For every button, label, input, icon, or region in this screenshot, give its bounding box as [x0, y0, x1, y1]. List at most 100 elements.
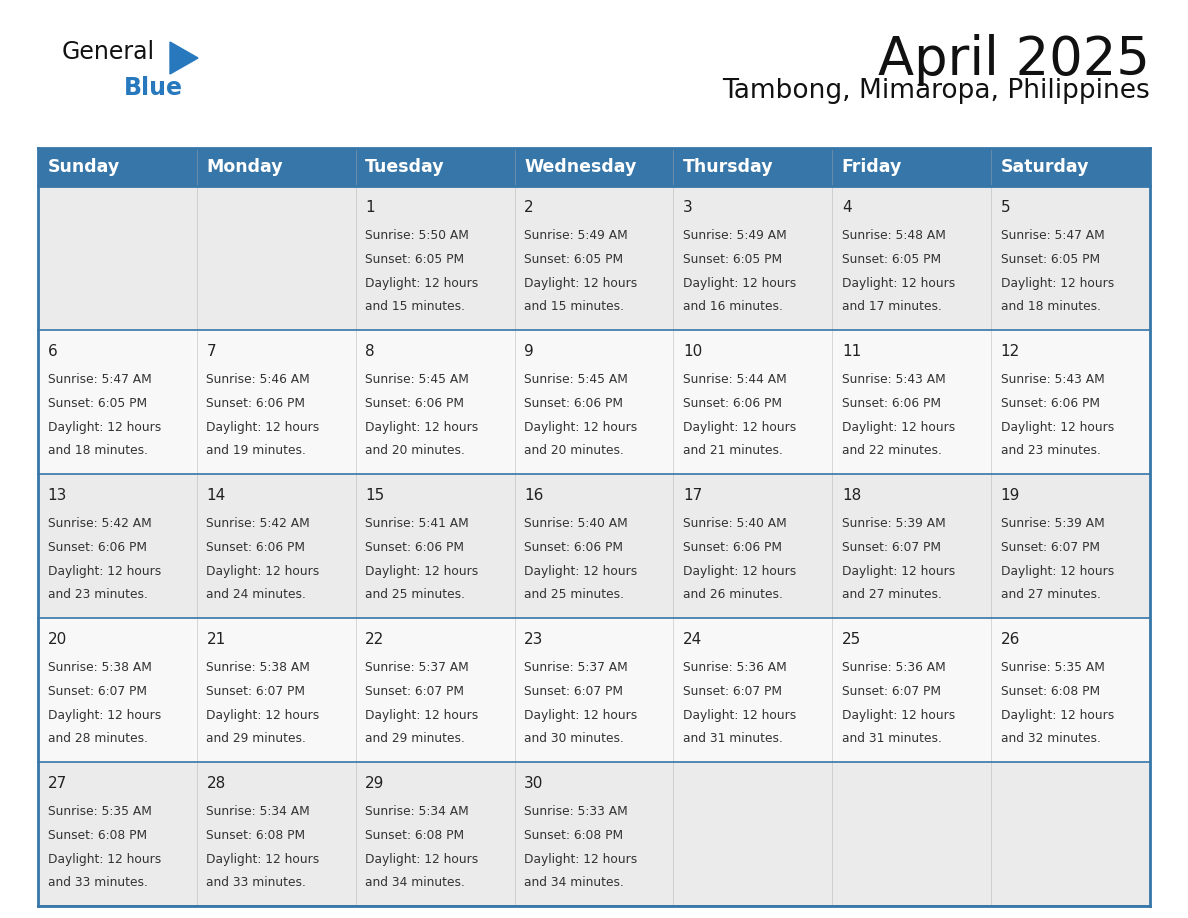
Text: and 29 minutes.: and 29 minutes.: [207, 733, 307, 745]
Text: Daylight: 12 hours: Daylight: 12 hours: [842, 276, 955, 290]
Text: Sunset: 6:06 PM: Sunset: 6:06 PM: [524, 541, 623, 554]
Text: Sunrise: 5:37 AM: Sunrise: 5:37 AM: [365, 661, 469, 674]
Bar: [38, 474, 1150, 618]
Text: General: General: [62, 40, 156, 64]
Text: 28: 28: [207, 777, 226, 791]
Text: Sunrise: 5:38 AM: Sunrise: 5:38 AM: [48, 661, 151, 674]
Text: Sunset: 6:06 PM: Sunset: 6:06 PM: [683, 397, 782, 410]
Text: Sunrise: 5:40 AM: Sunrise: 5:40 AM: [524, 517, 627, 531]
Text: Sunrise: 5:38 AM: Sunrise: 5:38 AM: [207, 661, 310, 674]
Text: Sunset: 6:06 PM: Sunset: 6:06 PM: [207, 541, 305, 554]
Text: Daylight: 12 hours: Daylight: 12 hours: [842, 565, 955, 577]
Text: 26: 26: [1000, 633, 1020, 647]
Text: Monday: Monday: [207, 158, 283, 176]
Text: and 25 minutes.: and 25 minutes.: [365, 588, 466, 601]
Text: Sunset: 6:08 PM: Sunset: 6:08 PM: [365, 829, 465, 842]
Text: 22: 22: [365, 633, 385, 647]
Text: and 18 minutes.: and 18 minutes.: [48, 444, 147, 457]
Text: 16: 16: [524, 488, 543, 503]
Text: Daylight: 12 hours: Daylight: 12 hours: [365, 565, 479, 577]
Text: Tambong, Mimaropa, Philippines: Tambong, Mimaropa, Philippines: [722, 78, 1150, 104]
Text: Sunrise: 5:36 AM: Sunrise: 5:36 AM: [683, 661, 786, 674]
Text: Wednesday: Wednesday: [524, 158, 637, 176]
Bar: [38, 148, 1150, 186]
Text: 25: 25: [842, 633, 861, 647]
Text: Tuesday: Tuesday: [365, 158, 444, 176]
Text: Sunset: 6:05 PM: Sunset: 6:05 PM: [524, 253, 624, 266]
Text: Sunrise: 5:46 AM: Sunrise: 5:46 AM: [207, 374, 310, 386]
Text: 6: 6: [48, 344, 57, 360]
Bar: [38, 330, 1150, 474]
Text: Sunrise: 5:42 AM: Sunrise: 5:42 AM: [207, 517, 310, 531]
Text: and 26 minutes.: and 26 minutes.: [683, 588, 783, 601]
Text: Sunrise: 5:43 AM: Sunrise: 5:43 AM: [842, 374, 946, 386]
Text: and 34 minutes.: and 34 minutes.: [365, 877, 466, 890]
Text: Sunset: 6:05 PM: Sunset: 6:05 PM: [365, 253, 465, 266]
Text: Sunset: 6:07 PM: Sunset: 6:07 PM: [365, 685, 465, 698]
Text: April 2025: April 2025: [878, 34, 1150, 86]
Text: 17: 17: [683, 488, 702, 503]
Text: 18: 18: [842, 488, 861, 503]
Text: Daylight: 12 hours: Daylight: 12 hours: [48, 565, 160, 577]
Text: and 22 minutes.: and 22 minutes.: [842, 444, 942, 457]
Text: Sunset: 6:07 PM: Sunset: 6:07 PM: [842, 685, 941, 698]
Text: 4: 4: [842, 200, 852, 216]
Text: and 25 minutes.: and 25 minutes.: [524, 588, 624, 601]
Text: Sunrise: 5:34 AM: Sunrise: 5:34 AM: [365, 805, 469, 818]
Text: Daylight: 12 hours: Daylight: 12 hours: [842, 709, 955, 722]
Text: and 30 minutes.: and 30 minutes.: [524, 733, 624, 745]
Text: Sunset: 6:05 PM: Sunset: 6:05 PM: [683, 253, 782, 266]
Text: Daylight: 12 hours: Daylight: 12 hours: [842, 420, 955, 433]
Text: Sunset: 6:06 PM: Sunset: 6:06 PM: [207, 397, 305, 410]
Text: Daylight: 12 hours: Daylight: 12 hours: [683, 565, 796, 577]
Text: Daylight: 12 hours: Daylight: 12 hours: [48, 853, 160, 866]
Text: Sunrise: 5:42 AM: Sunrise: 5:42 AM: [48, 517, 151, 531]
Text: 27: 27: [48, 777, 67, 791]
Text: and 16 minutes.: and 16 minutes.: [683, 300, 783, 313]
Text: Sunrise: 5:40 AM: Sunrise: 5:40 AM: [683, 517, 786, 531]
Text: and 24 minutes.: and 24 minutes.: [207, 588, 307, 601]
Text: Sunrise: 5:33 AM: Sunrise: 5:33 AM: [524, 805, 627, 818]
Text: Sunrise: 5:44 AM: Sunrise: 5:44 AM: [683, 374, 786, 386]
Text: Daylight: 12 hours: Daylight: 12 hours: [1000, 276, 1114, 290]
Text: Daylight: 12 hours: Daylight: 12 hours: [683, 709, 796, 722]
Text: Saturday: Saturday: [1000, 158, 1089, 176]
Text: Sunset: 6:07 PM: Sunset: 6:07 PM: [48, 685, 146, 698]
Text: and 31 minutes.: and 31 minutes.: [683, 733, 783, 745]
Text: Daylight: 12 hours: Daylight: 12 hours: [1000, 565, 1114, 577]
Text: Sunset: 6:08 PM: Sunset: 6:08 PM: [1000, 685, 1100, 698]
Text: 11: 11: [842, 344, 861, 360]
Polygon shape: [170, 42, 198, 74]
Text: Sunrise: 5:50 AM: Sunrise: 5:50 AM: [365, 230, 469, 242]
Text: 23: 23: [524, 633, 543, 647]
Text: and 32 minutes.: and 32 minutes.: [1000, 733, 1100, 745]
Bar: [38, 618, 1150, 762]
Text: Daylight: 12 hours: Daylight: 12 hours: [48, 420, 160, 433]
Text: Daylight: 12 hours: Daylight: 12 hours: [524, 276, 637, 290]
Text: 19: 19: [1000, 488, 1020, 503]
Text: Friday: Friday: [842, 158, 902, 176]
Text: 5: 5: [1000, 200, 1010, 216]
Text: 8: 8: [365, 344, 375, 360]
Text: Daylight: 12 hours: Daylight: 12 hours: [365, 420, 479, 433]
Bar: [38, 762, 1150, 906]
Text: Daylight: 12 hours: Daylight: 12 hours: [207, 853, 320, 866]
Text: Sunset: 6:07 PM: Sunset: 6:07 PM: [683, 685, 782, 698]
Text: Sunrise: 5:35 AM: Sunrise: 5:35 AM: [48, 805, 151, 818]
Text: Sunrise: 5:35 AM: Sunrise: 5:35 AM: [1000, 661, 1105, 674]
Text: and 20 minutes.: and 20 minutes.: [524, 444, 624, 457]
Text: Sunset: 6:07 PM: Sunset: 6:07 PM: [1000, 541, 1100, 554]
Text: Sunset: 6:08 PM: Sunset: 6:08 PM: [524, 829, 624, 842]
Text: and 27 minutes.: and 27 minutes.: [842, 588, 942, 601]
Text: Daylight: 12 hours: Daylight: 12 hours: [1000, 420, 1114, 433]
Text: Sunset: 6:06 PM: Sunset: 6:06 PM: [48, 541, 146, 554]
Text: Daylight: 12 hours: Daylight: 12 hours: [207, 709, 320, 722]
Text: Sunrise: 5:39 AM: Sunrise: 5:39 AM: [1000, 517, 1105, 531]
Text: Daylight: 12 hours: Daylight: 12 hours: [524, 420, 637, 433]
Text: Sunrise: 5:49 AM: Sunrise: 5:49 AM: [524, 230, 627, 242]
Text: and 17 minutes.: and 17 minutes.: [842, 300, 942, 313]
Text: Thursday: Thursday: [683, 158, 773, 176]
Text: Daylight: 12 hours: Daylight: 12 hours: [207, 565, 320, 577]
Text: Sunset: 6:05 PM: Sunset: 6:05 PM: [48, 397, 146, 410]
Text: and 31 minutes.: and 31 minutes.: [842, 733, 942, 745]
